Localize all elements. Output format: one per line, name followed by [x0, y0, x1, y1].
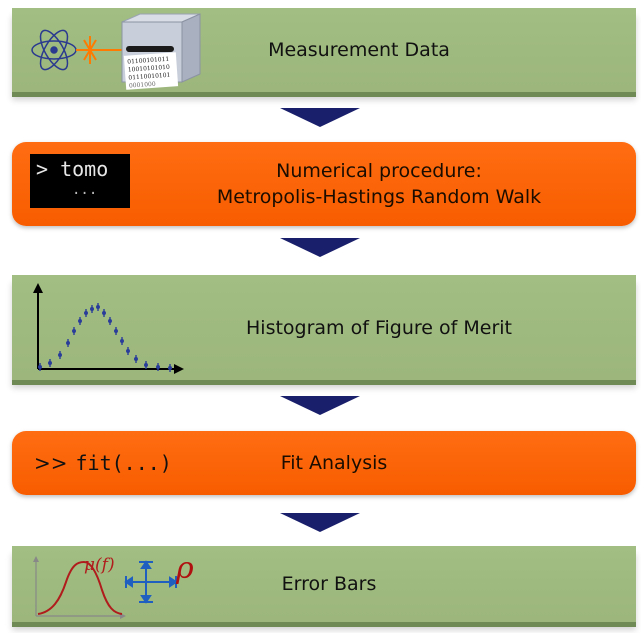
flow-arrow [280, 108, 360, 127]
flow-arrow [280, 513, 360, 532]
histogram-point [101, 311, 106, 316]
step-label: Fit Analysis [280, 452, 388, 474]
histogram-point [72, 329, 77, 334]
step-label-line1: Numerical procedure: [276, 160, 482, 182]
step-label: Numerical procedure: Metropolis-Hastings… [217, 158, 541, 210]
histogram-point [78, 319, 83, 324]
gaussian-plot-icon: μ(f) [33, 555, 126, 619]
svg-text:0001000: 0001000 [129, 81, 156, 90]
measurement-device-icon: 01100101011 10010101010 01110010101 0001… [31, 13, 201, 90]
histogram-point [125, 348, 130, 353]
histogram-point [95, 305, 100, 310]
beam-icon [76, 36, 130, 64]
terminal-window: > tomo ... [30, 154, 130, 208]
histogram-icon [33, 283, 184, 374]
histogram-point [48, 360, 53, 365]
histogram-point [37, 364, 42, 369]
histogram-point [113, 329, 118, 334]
step-error-bars: μ(f) ρ Error Bars [12, 546, 636, 622]
step-label: Histogram of Figure of Merit [246, 316, 512, 339]
histogram-point [84, 311, 89, 316]
step-label: Error Bars [281, 573, 377, 595]
mu-label: μ(f) [84, 555, 115, 575]
error-bars-icon: μ(f) ρ [33, 551, 194, 619]
svg-text:01100101011: 01100101011 [127, 56, 169, 66]
step-label: Measurement Data [268, 39, 450, 61]
histogram-point [90, 307, 95, 312]
histogram-point [143, 362, 148, 367]
detector-box: 01100101011 10010101010 01110010101 0001… [121, 13, 201, 90]
step-histogram: Histogram of Figure of Merit [12, 275, 636, 380]
command-text: fit(...) [75, 451, 172, 475]
command-prompt: >> [34, 451, 68, 475]
step-measurement-data: 01100101011 10010101010 01110010101 0001… [12, 8, 636, 92]
histogram-point [133, 356, 138, 361]
step-fit-analysis: >> fit(...) Fit Analysis [12, 431, 636, 495]
flow-arrow [280, 396, 360, 415]
histogram-point [167, 365, 172, 370]
histogram-point [119, 339, 124, 344]
terminal-prompt: > tomo [36, 157, 109, 181]
step-label-line2: Metropolis-Hastings Random Walk [216, 186, 542, 208]
svg-text:10010101010: 10010101010 [128, 64, 171, 74]
step-numerical-procedure: > tomo ... Numerical procedure: Metropol… [12, 142, 636, 226]
rho-label: ρ [175, 551, 194, 586]
histogram-point [58, 352, 63, 357]
fit-command: >> fit(...) [34, 431, 172, 495]
histogram-point [66, 341, 71, 346]
atom-icon [31, 29, 77, 71]
svg-text:01110010101: 01110010101 [128, 72, 170, 82]
flow-arrow [280, 238, 360, 257]
terminal-continuation: ... [72, 182, 98, 198]
histogram-point [107, 319, 112, 324]
error-cross-icon [124, 560, 178, 604]
histogram-point [155, 364, 160, 369]
